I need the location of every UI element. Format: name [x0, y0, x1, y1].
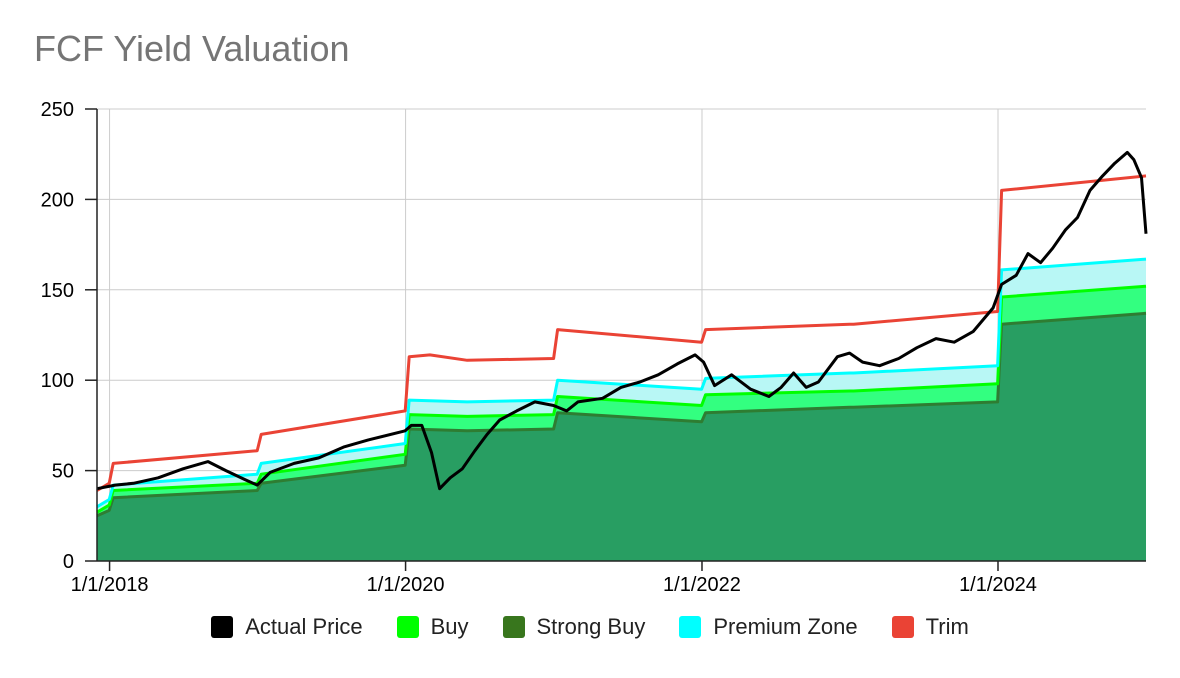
legend-swatch-actual-price [211, 616, 234, 638]
legend-item-strong-buy[interactable]: Strong Buy [502, 614, 646, 640]
legend-label-buy: Buy [430, 614, 469, 639]
legend-item-actual-price[interactable]: Actual Price [211, 614, 363, 640]
legend-swatch-premium-zone [679, 616, 702, 638]
legend-swatch-buy [396, 616, 419, 638]
series-line-strong-buy [96, 311, 1147, 518]
chart-plot: 0 50 100 150 200 250 1/1/2018 1/1/2020 1/1/2022 1… [41, 99, 1148, 596]
y-tick-label-100: 100 [41, 370, 74, 392]
x-tick-label-1-1-2022: 1/1/2022 [663, 574, 741, 596]
legend-swatch-trim [891, 616, 914, 638]
y-tick-label-150: 150 [41, 280, 74, 302]
y-tick-label-250: 250 [41, 99, 74, 121]
chart-legend: Actual Price Buy Strong Buy Premium Zone… [0, 614, 1180, 640]
series-line-trim [96, 174, 1147, 492]
x-tick-label-1-1-2018: 1/1/2018 [71, 574, 149, 596]
legend-label-strong-buy: Strong Buy [536, 614, 646, 639]
x-tick-label-1-1-2024: 1/1/2024 [959, 574, 1037, 596]
area-strong-buy [97, 313, 1146, 561]
legend-label-premium-zone: Premium Zone [713, 614, 858, 639]
series-line-premium-zone [96, 257, 1147, 509]
x-tick-label-1-1-2020: 1/1/2020 [367, 574, 445, 596]
chart-title: FCF Yield Valuation [34, 28, 350, 69]
legend-label-trim: Trim [925, 614, 969, 639]
series-line-actual-price [96, 150, 1148, 491]
y-tick-label-0: 0 [63, 551, 74, 573]
legend-item-premium-zone[interactable]: Premium Zone [679, 614, 858, 640]
legend-swatch-strong-buy [502, 616, 525, 638]
y-tick-label-50: 50 [52, 461, 74, 483]
y-tick-label-200: 200 [41, 189, 74, 211]
legend-item-buy[interactable]: Buy [396, 614, 469, 640]
legend-item-trim[interactable]: Trim [891, 614, 969, 640]
legend-label-actual-price: Actual Price [245, 614, 363, 639]
series-line-buy [96, 284, 1147, 514]
